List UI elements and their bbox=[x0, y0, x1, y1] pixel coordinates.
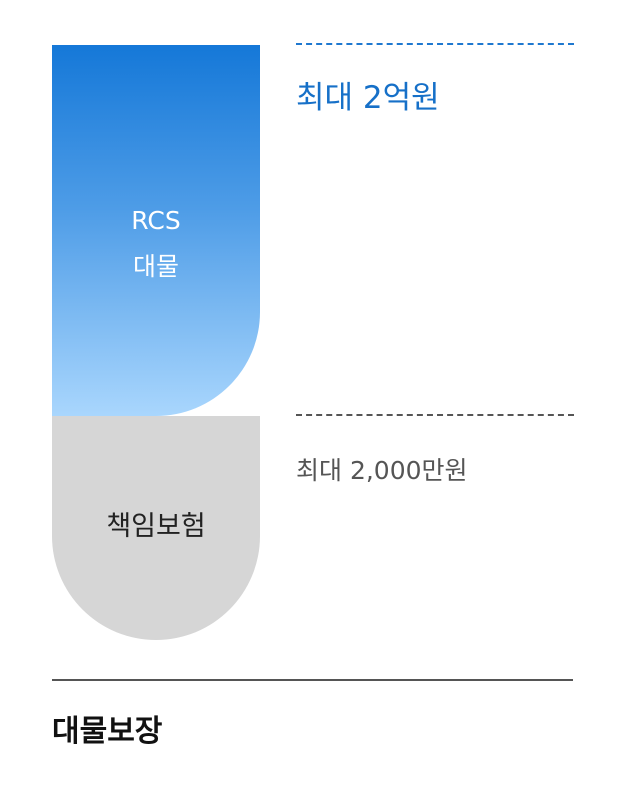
rcs-coverage-label: RCS 대물 bbox=[52, 198, 260, 290]
liability-insurance-block: 책임보험 bbox=[52, 416, 260, 640]
rcs-label-line2: 대물 bbox=[132, 252, 179, 281]
rcs-limit-text: 최대 2억원 bbox=[296, 80, 440, 116]
liability-insurance-label: 책임보험 bbox=[106, 511, 206, 542]
baseline-divider bbox=[52, 679, 573, 681]
rcs-coverage-block: RCS 대물 bbox=[52, 45, 260, 416]
rcs-limit-dashed-line bbox=[296, 43, 574, 45]
insurance-limit-dashed-line bbox=[296, 414, 574, 416]
insurance-limit-text: 최대 2,000만원 bbox=[296, 456, 468, 485]
rcs-label-line1: RCS bbox=[131, 206, 181, 235]
diagram-caption: 대물보장 bbox=[52, 714, 163, 749]
